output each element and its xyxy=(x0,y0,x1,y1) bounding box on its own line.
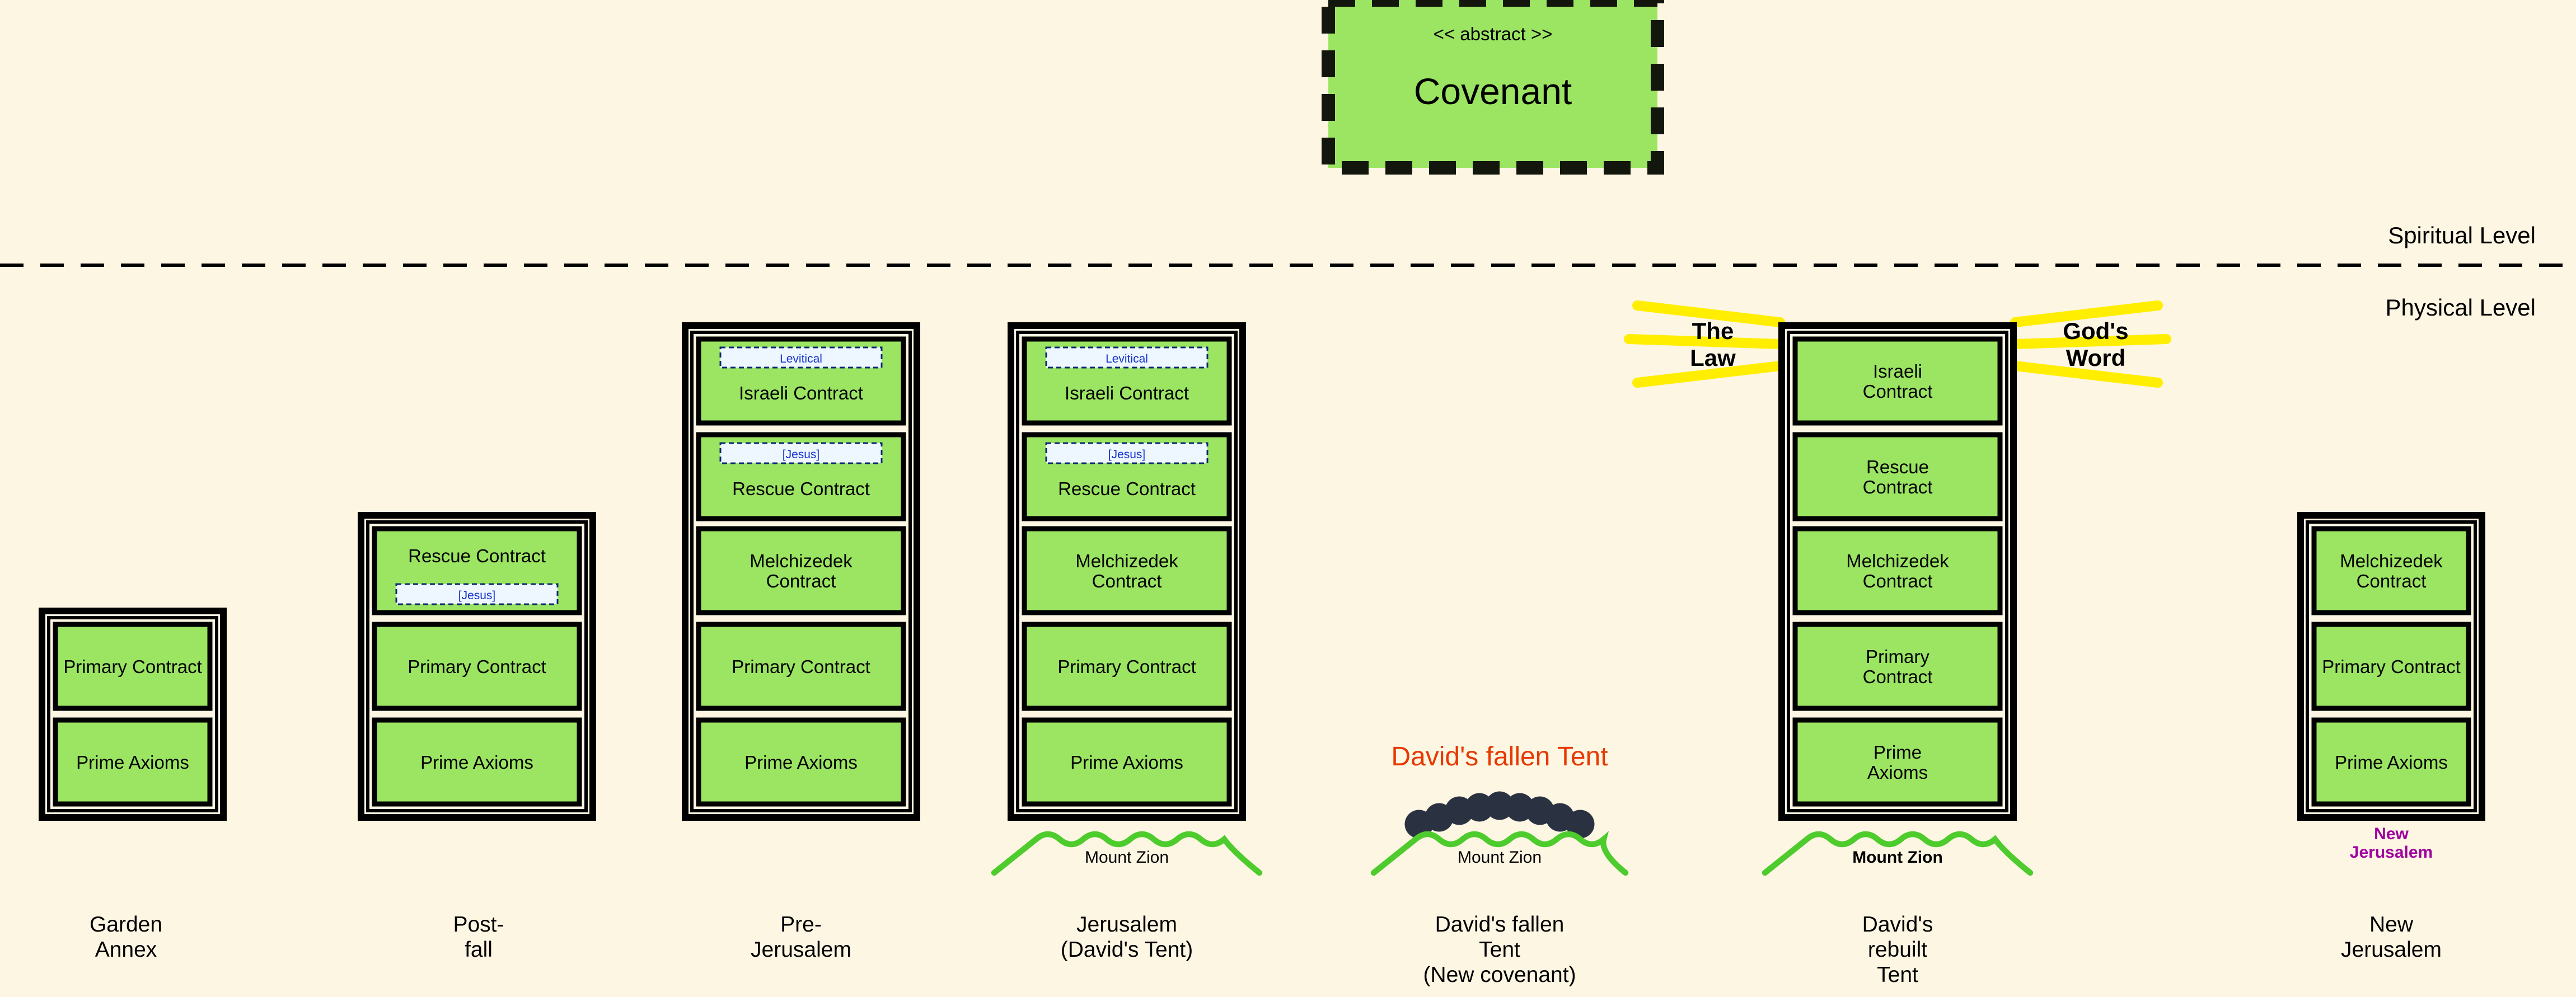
diagram: << abstract >> Covenant Spiritual Level Phy… xyxy=(0,0,2576,997)
covenant-title: Covenant xyxy=(1414,70,1572,112)
block-label: Israeli Contract xyxy=(739,383,863,403)
block-label: Prime Axioms xyxy=(744,752,858,773)
gods-word-label: God'sWord xyxy=(2063,318,2128,371)
block-label: Rescue Contract xyxy=(1058,478,1196,499)
block-label: IsraeliContract xyxy=(1863,361,1933,402)
mount-zion-label: Mount Zion xyxy=(1085,848,1169,867)
block-label: Primary Contract xyxy=(408,656,546,677)
tag-label: [Jesus] xyxy=(783,448,820,461)
column-caption: Jerusalem(David's Tent) xyxy=(1061,913,1193,962)
block-label: Prime Axioms xyxy=(2335,752,2448,773)
block-label: PrimaryContract xyxy=(1863,646,1933,687)
the-law-label: TheLaw xyxy=(1690,318,1736,371)
block-label: Israeli Contract xyxy=(1065,383,1189,403)
block-label: Primary Contract xyxy=(2322,656,2461,677)
block-label: RescueContract xyxy=(1863,457,1933,497)
block-label: Prime Axioms xyxy=(76,752,189,773)
block-label: Rescue Contract xyxy=(408,545,546,566)
mount-zion-label: Mount Zion xyxy=(1852,848,1943,867)
tag-label: [Jesus] xyxy=(458,589,496,602)
block-label: Primary Contract xyxy=(1057,656,1196,677)
block-label: Primary Contract xyxy=(732,656,870,677)
mount-zion-label: Mount Zion xyxy=(1458,848,1542,867)
block-label: Prime Axioms xyxy=(1070,752,1183,773)
block-label: Prime Axioms xyxy=(420,752,533,773)
tag-label: [Jesus] xyxy=(1108,448,1146,461)
block-label: Rescue Contract xyxy=(732,478,870,499)
block-label: Primary Contract xyxy=(63,656,202,677)
tag-label: Levitical xyxy=(780,352,822,365)
column-caption: GardenAnnex xyxy=(90,913,162,962)
tag-label: Levitical xyxy=(1106,352,1148,365)
spiritual-level-label: Spiritual Level xyxy=(2388,222,2536,248)
physical-level-label: Physical Level xyxy=(2386,294,2536,321)
block-label: PrimeAxioms xyxy=(1867,742,1928,783)
covenant-stereotype: << abstract >> xyxy=(1434,23,1553,44)
fallen-tent-title: David's fallen Tent xyxy=(1391,742,1608,772)
